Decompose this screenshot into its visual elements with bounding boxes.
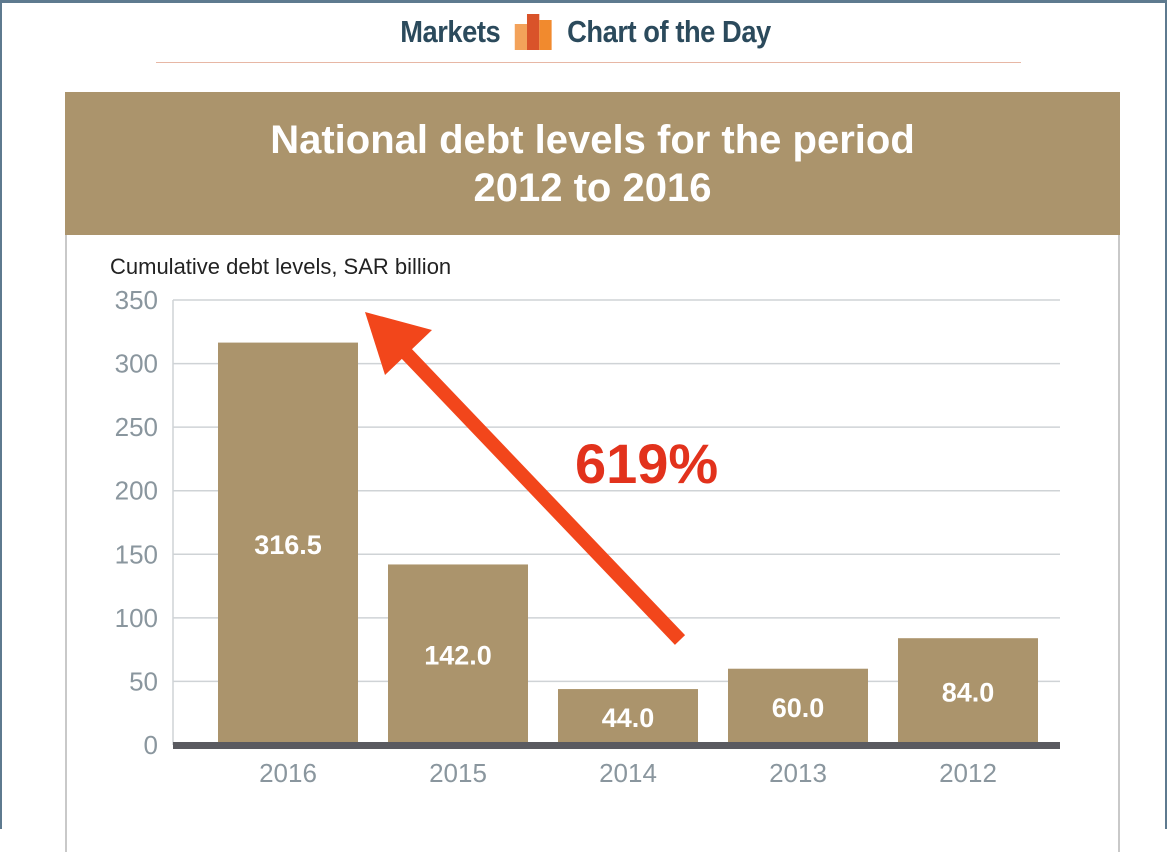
window-frame xyxy=(0,0,1167,829)
chart-title-line-2: 2012 to 2016 xyxy=(473,165,712,210)
x-tick-label: 2012 xyxy=(939,758,997,788)
brand-markets: Markets xyxy=(400,14,501,49)
bar-2015 xyxy=(388,564,528,745)
y-tick-label: 300 xyxy=(115,349,158,379)
brand-header: Markets Chart of the Day xyxy=(70,14,1100,50)
bar-2013 xyxy=(728,668,868,745)
bar-value-label: 142.0 xyxy=(424,641,492,671)
y-tick-label: 200 xyxy=(115,476,158,506)
bar-value-label: 316.5 xyxy=(254,530,322,560)
y-tick-label: 150 xyxy=(115,539,158,569)
y-tick-label: 100 xyxy=(115,603,158,633)
chart-title: National debt levels for the period 2012… xyxy=(65,92,1120,235)
x-tick-label: 2015 xyxy=(429,758,487,788)
chart-card xyxy=(65,92,1120,852)
header-divider xyxy=(156,62,1021,63)
brand-chart-of-the-day: Chart of the Day xyxy=(567,14,771,49)
y-axis-label: Cumulative debt levels, SAR billion xyxy=(110,254,451,279)
y-tick-label: 350 xyxy=(115,285,158,315)
bar-2012 xyxy=(898,638,1038,745)
bar-chart: Cumulative debt levels, SAR billion 316.… xyxy=(110,254,1060,788)
y-tick-label: 250 xyxy=(115,412,158,442)
annotation-619: 619% xyxy=(575,432,718,495)
y-tick-label: 50 xyxy=(129,666,158,696)
bar-chart-logo-icon xyxy=(514,14,552,50)
x-axis-baseline xyxy=(173,742,1060,749)
bar-2016 xyxy=(218,342,358,745)
annotation-arrow-shaft xyxy=(399,347,686,645)
bar-value-label: 44.0 xyxy=(602,703,655,733)
x-tick-label: 2014 xyxy=(599,758,657,788)
x-tick-label: 2013 xyxy=(769,758,827,788)
annotation-arrow-head xyxy=(365,312,432,375)
bar-value-label: 60.0 xyxy=(772,693,825,723)
bar-2014 xyxy=(558,689,698,745)
x-tick-label: 2016 xyxy=(259,758,317,788)
y-tick-label: 0 xyxy=(144,730,158,760)
chart-title-line-1: National debt levels for the period xyxy=(270,117,915,162)
bar-value-label: 84.0 xyxy=(942,678,995,708)
